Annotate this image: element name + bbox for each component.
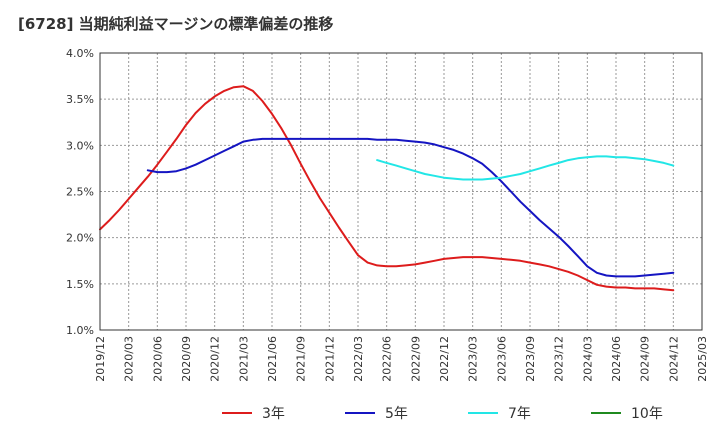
y-tick-label: 1.0% xyxy=(66,324,94,337)
x-tick-label: 2020/12 xyxy=(209,336,222,382)
x-tick-label: 2025/03 xyxy=(696,336,709,382)
legend-label-3: 10年 xyxy=(631,406,663,422)
x-tick-label: 2022/03 xyxy=(352,336,365,382)
grid-lines xyxy=(100,53,702,330)
y-tick-label: 3.5% xyxy=(66,93,94,106)
plot-border xyxy=(99,52,703,331)
x-tick-label: 2021/03 xyxy=(237,336,250,382)
y-axis-tick-labels: 1.0% 1.5% 2.0% 2.5% 3.0% 3.5% 4.0% xyxy=(66,47,94,337)
series-line-1 xyxy=(146,137,675,278)
x-tick-label: 2021/06 xyxy=(266,336,279,382)
x-tick-label: 2023/06 xyxy=(495,336,508,382)
x-tick-label: 2020/03 xyxy=(123,336,136,382)
chart-title: [6728] 当期純利益マージンの標準偏差の推移 xyxy=(18,15,334,33)
x-tick-label: 2019/12 xyxy=(94,336,107,382)
y-tick-label: 1.5% xyxy=(66,278,94,291)
x-tick-label: 2024/09 xyxy=(639,336,652,382)
x-tick-label: 2023/09 xyxy=(524,336,537,382)
y-tick-label: 2.0% xyxy=(66,232,94,245)
x-tick-label: 2024/03 xyxy=(581,336,594,382)
x-tick-label: 2020/06 xyxy=(151,336,164,382)
x-tick-label: 2022/06 xyxy=(381,336,394,382)
y-tick-label: 2.5% xyxy=(66,186,94,199)
x-tick-label: 2022/09 xyxy=(409,336,422,382)
x-tick-label: 2023/03 xyxy=(467,336,480,382)
legend: 3年 5年 7年 10年 xyxy=(222,406,663,422)
series-line-2 xyxy=(376,155,675,181)
y-tick-label: 4.0% xyxy=(66,47,94,60)
x-tick-label: 2023/12 xyxy=(553,336,566,382)
x-tick-label: 2021/09 xyxy=(295,336,308,382)
series-lines xyxy=(99,85,675,292)
x-tick-label: 2021/12 xyxy=(323,336,336,382)
series-line-0 xyxy=(99,85,675,292)
legend-label-0: 3年 xyxy=(262,406,285,422)
legend-label-1: 5年 xyxy=(385,406,408,422)
x-tick-label: 2022/12 xyxy=(438,336,451,382)
legend-label-2: 7年 xyxy=(508,406,531,422)
x-tick-label: 2024/12 xyxy=(667,336,680,382)
y-tick-label: 3.0% xyxy=(66,139,94,152)
x-tick-label: 2020/09 xyxy=(180,336,193,382)
x-axis-tick-labels: 2019/12 2020/03 2020/06 2020/09 2020/12 2021/… xyxy=(94,336,709,382)
x-tick-label: 2024/06 xyxy=(610,336,623,382)
